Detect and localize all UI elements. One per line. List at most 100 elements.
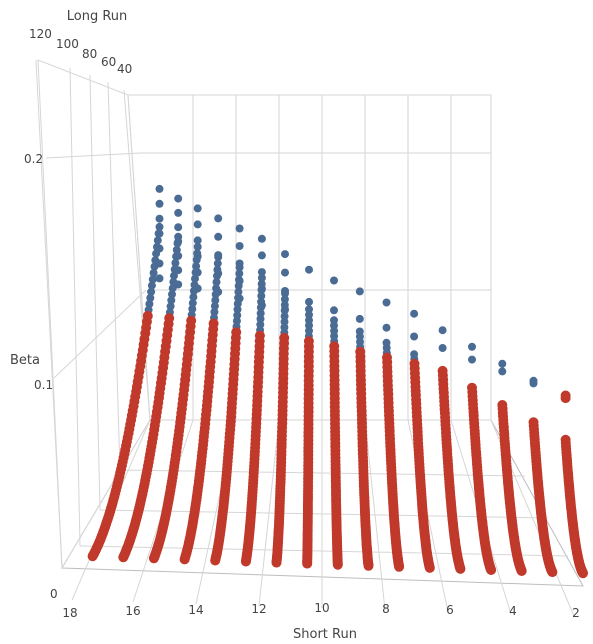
data-point bbox=[210, 555, 221, 566]
data-point bbox=[240, 556, 251, 567]
data-point bbox=[167, 296, 176, 305]
data-point bbox=[193, 204, 202, 213]
data-point bbox=[355, 287, 364, 296]
data-point bbox=[145, 300, 154, 308]
y-tick-label: 60 bbox=[101, 55, 116, 69]
data-point bbox=[191, 274, 199, 283]
data-point bbox=[212, 278, 221, 287]
data-point bbox=[233, 311, 242, 320]
wall-grid-line bbox=[53, 289, 147, 379]
x-axis-title: Short Run bbox=[293, 627, 357, 642]
z-tick-label: 0.2 bbox=[24, 152, 43, 166]
data-point bbox=[382, 298, 391, 307]
z-tick-label: 0 bbox=[50, 587, 58, 601]
data-point bbox=[256, 315, 265, 323]
data-point bbox=[305, 305, 313, 314]
z-axis-title: Beta bbox=[10, 353, 40, 368]
data-point bbox=[560, 393, 571, 404]
data-point bbox=[168, 290, 176, 299]
data-point bbox=[257, 286, 266, 294]
data-point bbox=[211, 290, 220, 299]
data-points bbox=[87, 184, 588, 579]
data-point bbox=[305, 297, 313, 306]
x-tick-label: 18 bbox=[62, 606, 77, 620]
data-point bbox=[235, 269, 244, 278]
data-point bbox=[193, 249, 202, 258]
data-point bbox=[410, 309, 419, 318]
data-point bbox=[235, 259, 244, 268]
data-point bbox=[214, 214, 223, 223]
data-point bbox=[151, 256, 160, 265]
data-point bbox=[148, 275, 157, 284]
wall-grid-line bbox=[123, 89, 151, 421]
data-point bbox=[280, 295, 289, 304]
data-point bbox=[179, 554, 190, 565]
data-point bbox=[189, 293, 198, 302]
data-point bbox=[193, 220, 202, 229]
data-point bbox=[154, 229, 163, 238]
data-point bbox=[424, 562, 435, 573]
data-point bbox=[172, 246, 181, 254]
x-tick-label: 6 bbox=[446, 603, 454, 617]
data-point bbox=[118, 552, 129, 563]
data-point bbox=[155, 274, 164, 283]
data-point bbox=[257, 268, 266, 277]
data-point bbox=[155, 222, 164, 231]
data-point bbox=[174, 223, 183, 232]
data-point bbox=[166, 302, 175, 311]
data-point bbox=[330, 306, 338, 315]
data-point bbox=[87, 551, 98, 562]
data-point bbox=[256, 309, 265, 318]
data-point bbox=[171, 259, 180, 267]
z-tick-label: 0.1 bbox=[34, 378, 53, 392]
data-point bbox=[256, 303, 265, 312]
data-point bbox=[192, 262, 201, 271]
data-point bbox=[213, 265, 222, 274]
data-point bbox=[214, 251, 223, 260]
data-point bbox=[213, 271, 221, 280]
data-point bbox=[147, 287, 156, 296]
data-point bbox=[257, 291, 266, 300]
data-point bbox=[257, 234, 266, 243]
wall-grid-line bbox=[35, 59, 63, 569]
data-point bbox=[332, 559, 343, 570]
data-point bbox=[410, 332, 419, 341]
data-point bbox=[152, 249, 161, 258]
data-point bbox=[155, 214, 164, 223]
data-point bbox=[170, 271, 178, 280]
data-point bbox=[516, 566, 527, 576]
data-point bbox=[147, 281, 156, 290]
data-point bbox=[305, 265, 313, 274]
data-point bbox=[382, 323, 391, 332]
x-tick-label: 14 bbox=[188, 603, 203, 617]
data-point bbox=[302, 558, 313, 569]
data-point bbox=[149, 269, 158, 277]
data-point bbox=[234, 281, 243, 290]
data-point bbox=[257, 280, 266, 288]
data-point bbox=[234, 293, 243, 302]
tick-labels: 18 16 14 12 10 8 6 4 2 120 100 80 60 40 … bbox=[24, 27, 580, 620]
y-tick-label: 40 bbox=[117, 62, 132, 76]
data-point bbox=[233, 305, 242, 314]
data-point bbox=[170, 265, 179, 274]
data-point bbox=[153, 236, 162, 245]
data-point bbox=[438, 326, 447, 335]
data-point bbox=[234, 287, 243, 296]
data-point bbox=[281, 287, 289, 295]
data-point bbox=[174, 194, 183, 203]
data-point bbox=[235, 242, 244, 250]
data-point bbox=[271, 557, 282, 568]
data-point bbox=[188, 299, 197, 308]
data-point bbox=[438, 344, 447, 352]
data-point bbox=[257, 273, 266, 282]
wall-grid-line bbox=[107, 81, 121, 471]
data-point bbox=[363, 560, 374, 571]
data-point bbox=[280, 306, 289, 315]
data-point bbox=[547, 567, 558, 578]
data-point bbox=[578, 568, 588, 579]
x-tick-label: 12 bbox=[251, 602, 266, 616]
floor-grid-line bbox=[99, 509, 549, 519]
data-point bbox=[330, 276, 338, 285]
data-point bbox=[150, 262, 159, 271]
